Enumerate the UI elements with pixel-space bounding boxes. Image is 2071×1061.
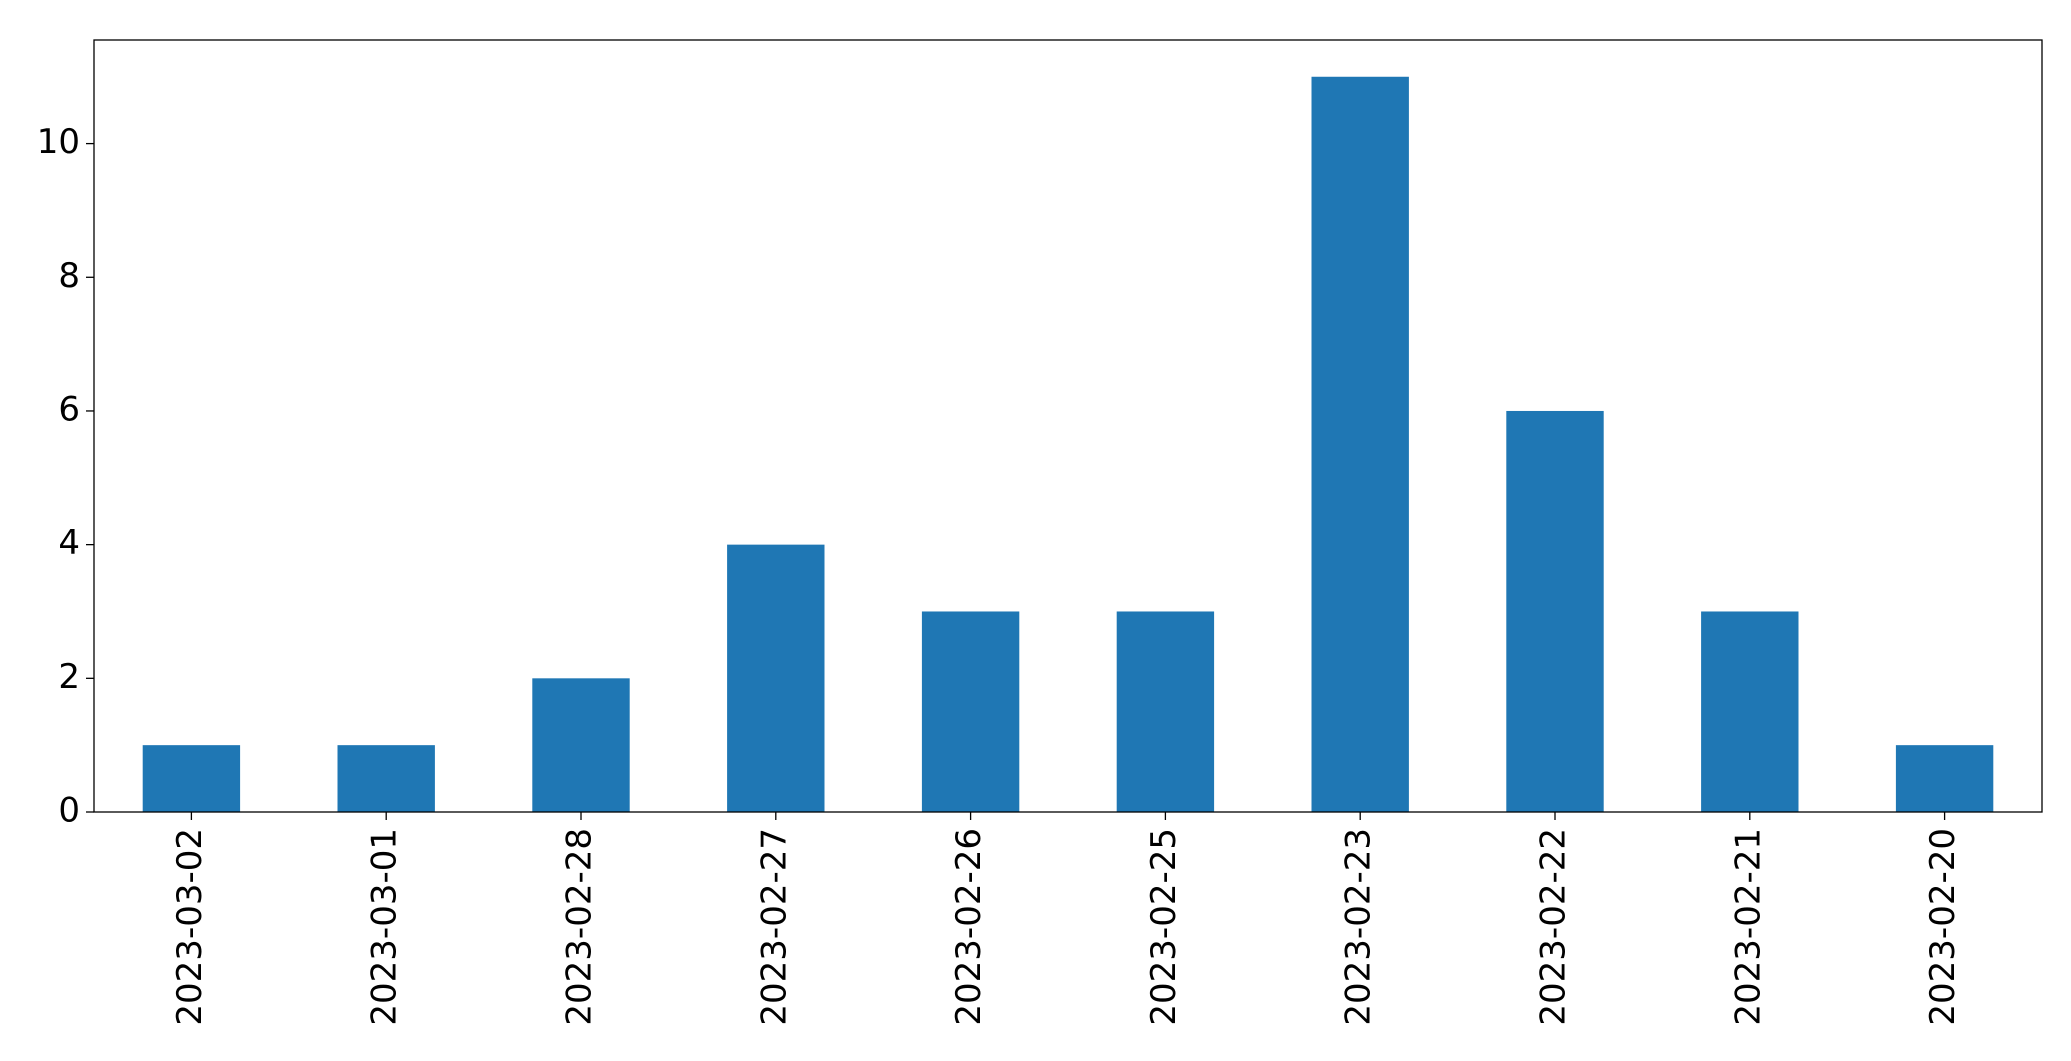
bar [921,611,1020,812]
y-tick-label: 4 [58,523,80,563]
y-tick-label: 8 [58,256,80,296]
x-tick-label: 2023-02-27 [754,828,794,1026]
y-tick-label: 6 [58,389,80,429]
x-tick-label: 2023-02-26 [949,828,989,1026]
bar [337,745,435,812]
bar [1506,410,1604,812]
x-tick-label: 2023-03-01 [365,828,405,1026]
bar [1116,611,1215,812]
x-tick-label: 2023-02-25 [1144,828,1184,1026]
x-tick-label: 2023-02-28 [560,828,600,1026]
bar [1895,745,1994,812]
plot-frame [93,39,2043,813]
bar [532,678,630,812]
x-tick-label: 2023-03-02 [170,828,210,1026]
bar [1701,611,1799,812]
x-tick-label: 2023-02-21 [1728,828,1768,1026]
y-tick-label: 0 [58,791,80,831]
bar [142,745,241,812]
bar [727,544,825,812]
x-tick-label: 2023-02-23 [1339,828,1379,1026]
y-tick-label: 10 [37,122,80,162]
x-tick-label: 2023-02-22 [1534,828,1574,1026]
bar [1311,76,1409,812]
y-tick-label: 2 [58,657,80,697]
x-tick-label: 2023-02-20 [1923,828,1963,1026]
